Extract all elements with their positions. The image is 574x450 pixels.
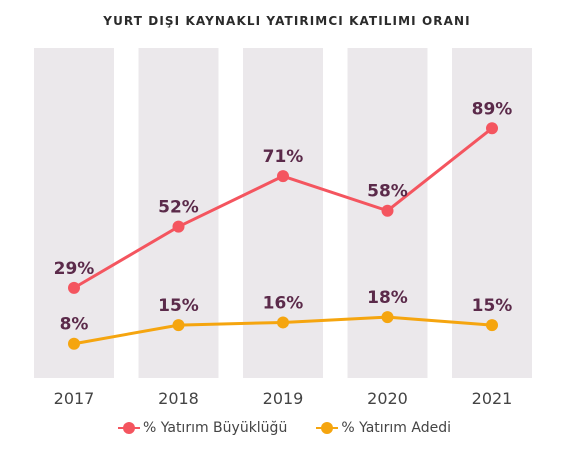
- legend-label: % Yatırım Büyüklüğü: [142, 420, 288, 436]
- legend-marker-icon: [316, 422, 339, 434]
- data-label: 29%: [54, 259, 95, 279]
- legend-label: % Yatırım Adedi: [341, 420, 452, 436]
- column-band: [243, 48, 323, 378]
- x-tick-label: 2017: [54, 389, 95, 408]
- data-point: [172, 319, 185, 332]
- data-point: [68, 281, 80, 294]
- data-point: [486, 319, 498, 332]
- legend: % Yatırım Büyüklüğü % Yatırım Adedi: [0, 420, 574, 436]
- data-label: 8%: [60, 315, 89, 335]
- data-point: [277, 170, 289, 183]
- data-label: 58%: [367, 182, 408, 202]
- column-band: [34, 48, 114, 378]
- x-tick-label: 2021: [472, 389, 513, 408]
- x-tick-label: 2020: [367, 389, 408, 408]
- data-label: 71%: [263, 147, 304, 167]
- data-point: [486, 122, 498, 135]
- data-point: [381, 204, 394, 217]
- data-label: 52%: [158, 198, 199, 218]
- x-tick-label: 2018: [158, 389, 199, 408]
- data-label: 89%: [472, 99, 513, 119]
- data-label: 15%: [472, 296, 513, 316]
- data-label: 16%: [263, 293, 304, 313]
- data-point: [68, 337, 80, 350]
- data-point: [172, 220, 185, 233]
- x-tick-label: 2019: [263, 389, 304, 408]
- legend-item-yatirim-adedi[interactable]: % Yatırım Adedi: [316, 420, 452, 436]
- legend-item-yatirim-buyuklugu[interactable]: % Yatırım Büyüklüğü: [117, 420, 288, 436]
- data-label: 15%: [158, 296, 199, 316]
- chart-title: YURT DIŞI KAYNAKLI YATIRIMCI KATILIMI OR…: [103, 14, 471, 28]
- data-point: [381, 311, 394, 324]
- data-label: 18%: [367, 288, 408, 308]
- legend-marker-icon: [117, 422, 140, 434]
- data-point: [277, 316, 289, 329]
